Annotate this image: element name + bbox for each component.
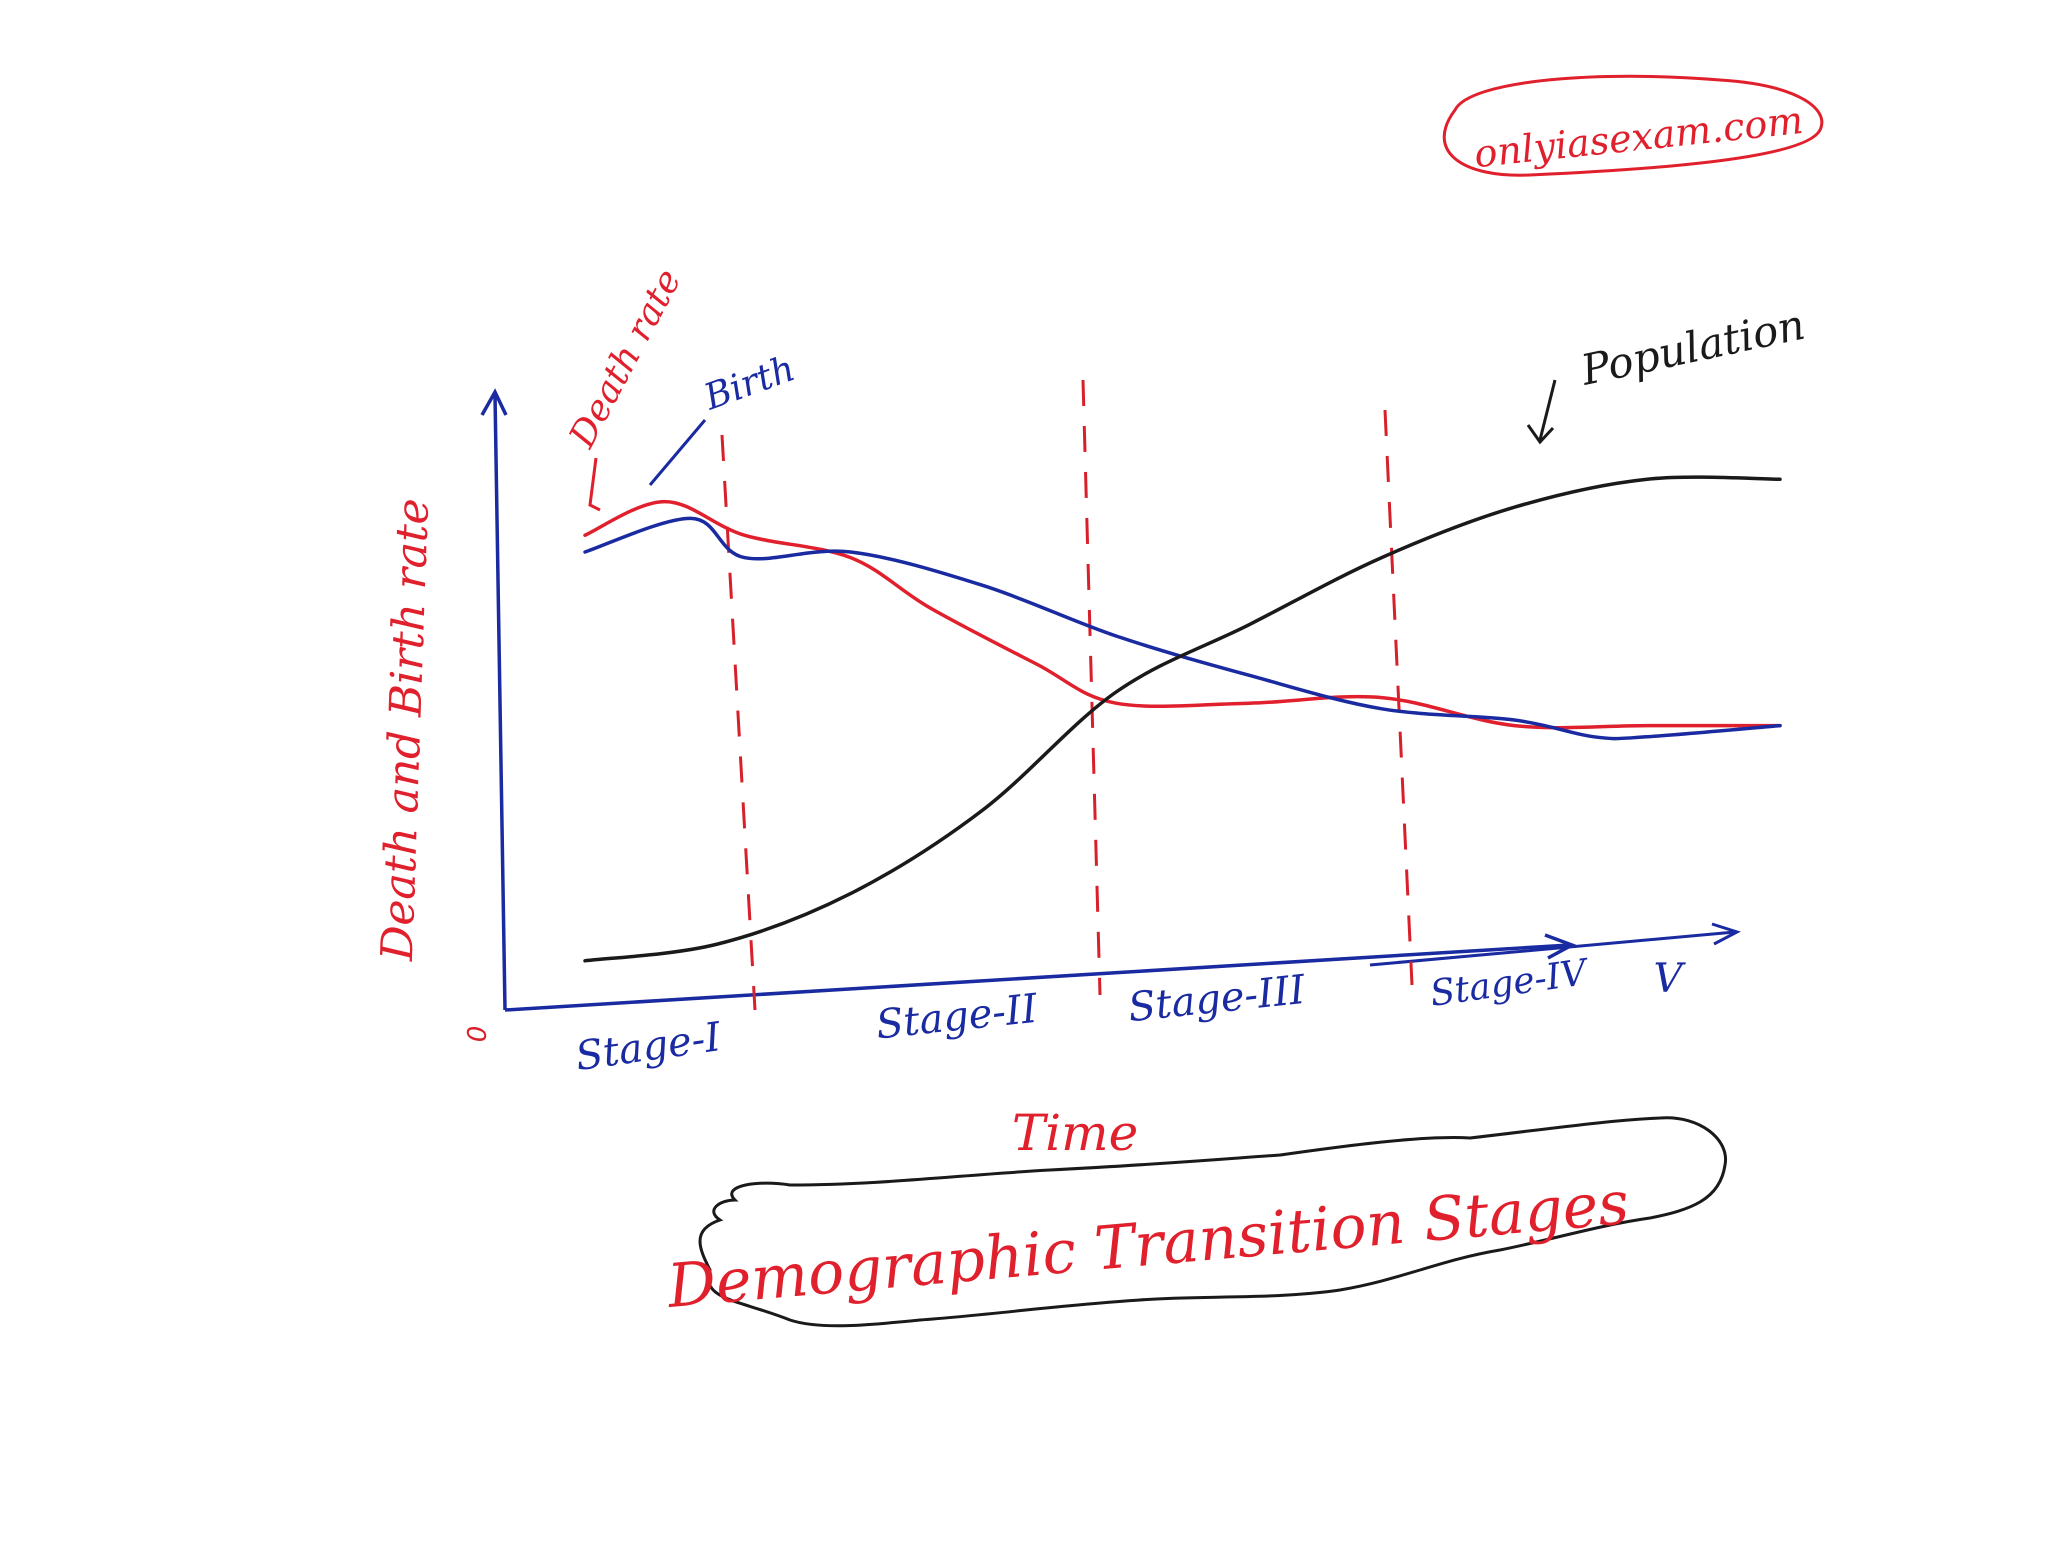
x-axis-arrow-icon bbox=[1544, 933, 1577, 960]
axes: 0 bbox=[463, 388, 1741, 1043]
y-axis-title: Death and Birth rate bbox=[372, 497, 439, 962]
population-curve bbox=[583, 475, 1782, 963]
death-rate-pointer bbox=[588, 457, 601, 512]
watermark: onlyiasexam.com bbox=[1442, 74, 1824, 177]
stage-divider-2 bbox=[1081, 379, 1102, 996]
series-layer bbox=[583, 475, 1782, 963]
x-axis-extension bbox=[1369, 930, 1736, 967]
x-axis-extension-arrow-icon bbox=[1711, 922, 1741, 946]
x-axis bbox=[504, 943, 1571, 1012]
population-arrow-head-icon bbox=[1526, 424, 1555, 445]
birth-rate-curve bbox=[583, 516, 1782, 741]
origin-label: 0 bbox=[463, 1026, 493, 1043]
watermark-oval bbox=[1442, 74, 1824, 177]
stage-label-5: V bbox=[1654, 956, 1687, 1002]
death-rate-curve bbox=[583, 499, 1782, 730]
y-axis-arrow-icon bbox=[480, 388, 508, 416]
curve-labels: Death rate Birth Population bbox=[561, 263, 1809, 512]
population-arrow bbox=[1538, 379, 1557, 441]
birth-pointer bbox=[648, 419, 707, 486]
watermark-text: onlyiasexam.com bbox=[1472, 98, 1805, 176]
x-axis-title: Time bbox=[1012, 1104, 1138, 1162]
stage-label-4: Stage-IV bbox=[1428, 952, 1593, 1015]
y-axis bbox=[493, 394, 507, 1011]
title-cloud-outline bbox=[698, 1116, 1728, 1328]
death-rate-label: Death rate bbox=[561, 263, 689, 455]
birth-label: Birth bbox=[698, 348, 800, 419]
axis-titles: Death and Birth rate Time bbox=[372, 497, 1138, 1162]
stage-divider-3 bbox=[1383, 409, 1414, 986]
diagram-title: Demographic Transition Stages bbox=[664, 1116, 1728, 1328]
stage-divider-1 bbox=[720, 434, 757, 1011]
stage-label-1: Stage-I bbox=[573, 1014, 725, 1080]
population-label: Population bbox=[1576, 300, 1809, 395]
stage-dividers bbox=[720, 379, 1414, 1011]
stage-label-3: Stage-III bbox=[1126, 967, 1309, 1031]
stage-label-2: Stage-II bbox=[874, 986, 1041, 1049]
